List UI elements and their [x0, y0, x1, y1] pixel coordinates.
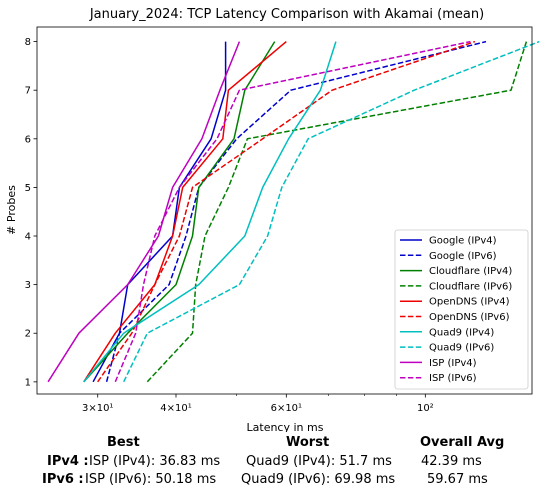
series-line-3 — [146, 41, 528, 383]
legend-label-4: OpenDNS (IPv4) — [429, 297, 510, 308]
x-axis-label: Latency in ms — [247, 421, 324, 432]
series-line-1 — [105, 40, 487, 382]
x-tick-label-3: 10² — [417, 403, 434, 414]
x-tick-label-2: 6×10¹ — [271, 403, 302, 414]
series-line-9 — [114, 40, 471, 383]
series-line-8 — [47, 41, 241, 383]
ipv6-worst: Quad9 (IPv6): 69.98 ms — [241, 472, 396, 487]
ipv6-row-label: IPv6 : — [42, 472, 84, 487]
chart-title: January_2024: TCP Latency Comparison wit… — [89, 7, 484, 22]
ipv6-best: ISP (IPv6): 50.18 ms — [85, 472, 217, 487]
overall-avg-header: Overall Avg — [420, 435, 505, 450]
latency-chart: January_2024: TCP Latency Comparison wit… — [5, 7, 540, 432]
legend-label-9: ISP (IPv6) — [429, 373, 477, 384]
ipv6-avg: 59.67 ms — [427, 472, 488, 487]
legend-label-5: OpenDNS (IPv6) — [429, 312, 510, 323]
y-tick-label-4: 5 — [25, 183, 31, 194]
series-line-6 — [83, 41, 337, 383]
y-tick-label-5: 6 — [25, 134, 31, 145]
legend: Google (IPv4) Google (IPv6) Cloudflare (IP… — [394, 229, 529, 390]
ipv4-worst: Quad9 (IPv4): 51.7 ms — [246, 454, 392, 469]
y-tick-label-0: 1 — [25, 377, 31, 388]
y-tick-label-3: 4 — [25, 232, 31, 243]
ipv4-row-label: IPv4 : — [47, 454, 89, 469]
x-tick-label-1: 4×10¹ — [160, 403, 191, 414]
legend-label-3: Cloudflare (IPv6) — [429, 281, 512, 292]
y-tick-label-7: 8 — [25, 37, 31, 48]
ipv4-best: ISP (IPv4): 36.83 ms — [89, 454, 221, 469]
plot-frame — [36, 26, 533, 395]
series-line-7 — [123, 40, 540, 383]
legend-label-0: Google (IPv4) — [429, 236, 497, 247]
y-tick-label-6: 7 — [25, 86, 31, 97]
summary-table: Best Worst Overall Avg IPv4 : ISP (IPv4)… — [0, 432, 541, 494]
legend-label-1: Google (IPv6) — [429, 251, 497, 262]
series-line-4 — [83, 41, 287, 383]
legend-label-6: Quad9 (IPv4) — [429, 327, 494, 338]
legend-label-7: Quad9 (IPv6) — [429, 343, 494, 354]
series-line-2 — [83, 41, 276, 383]
x-tick-label-0: 3×10¹ — [82, 403, 113, 414]
y-axis-label: # Probes — [5, 185, 18, 235]
legend-label-2: Cloudflare (IPv4) — [429, 266, 512, 277]
y-tick-label-1: 2 — [25, 329, 31, 340]
best-header: Best — [107, 435, 140, 450]
legend-label-8: ISP (IPv4) — [429, 358, 477, 369]
y-tick-label-2: 3 — [25, 280, 31, 291]
legend-box — [394, 229, 529, 390]
series-line-0 — [92, 41, 227, 383]
worst-header: Worst — [286, 435, 330, 450]
ipv4-avg: 42.39 ms — [421, 454, 482, 469]
